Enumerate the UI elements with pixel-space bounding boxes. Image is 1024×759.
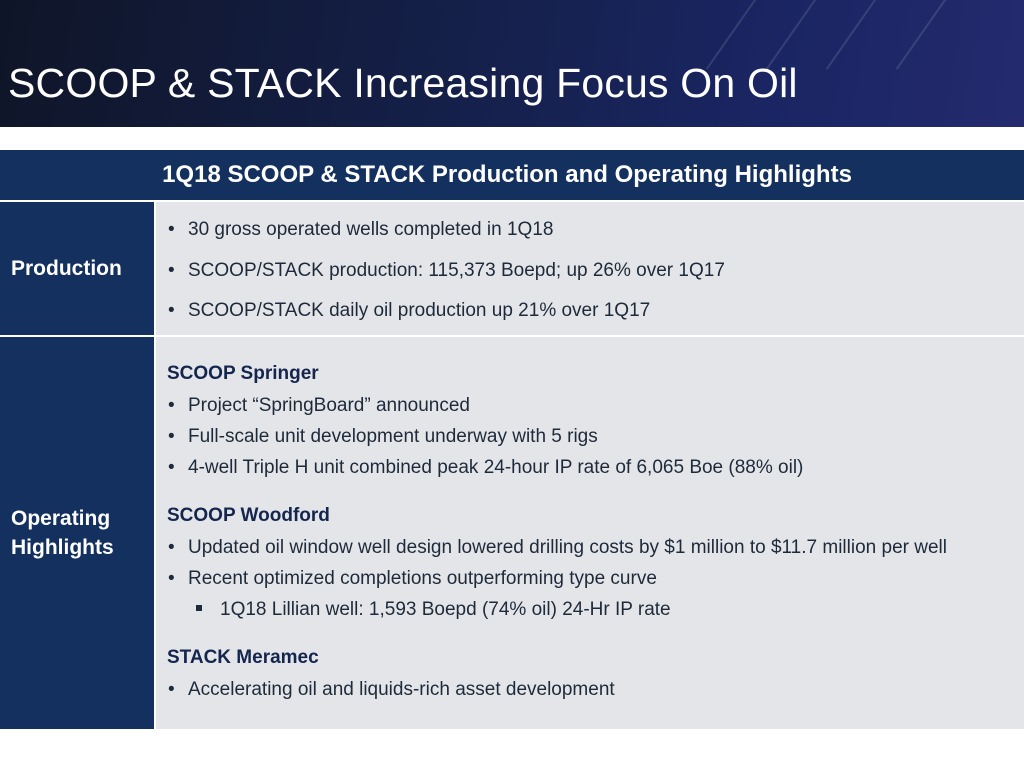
section-heading-meramec: STACK Meramec [167, 647, 319, 668]
operating-label-line2: Highlights [11, 536, 114, 559]
list-item: • 4-well Triple H unit combined peak 24-h… [168, 457, 804, 478]
table-header: 1Q18 SCOOP & STACK Production and Operat… [0, 150, 1024, 200]
operating-row-body: SCOOP Springer • Project “SpringBoard” an… [156, 337, 1024, 729]
sub-list-item: 1Q18 Lillian well: 1,593 Boepd (74% oil)… [196, 599, 671, 621]
list-item: • SCOOP/STACK daily oil production up 21%… [168, 300, 651, 321]
slide-title: SCOOP & STACK Increasing Focus On Oil [8, 60, 798, 106]
production-label-text: Production [11, 257, 122, 280]
operating-row-label: Operating Highlights [0, 337, 154, 729]
list-item: • Recent optimized completions outperform… [168, 568, 657, 589]
list-item: • Full-scale unit development underway wi… [168, 426, 598, 447]
list-item: • 30 gross operated wells completed in 1Q… [168, 219, 554, 240]
section-heading-woodford: SCOOP Woodford [167, 505, 330, 526]
production-row-label: Production [0, 202, 154, 335]
slide-header-banner: SCOOP & STACK Increasing Focus On Oil [0, 0, 1024, 127]
list-item: • Updated oil window well design lowered … [168, 537, 947, 558]
square-bullet-icon [196, 604, 202, 611]
highlights-table: 1Q18 SCOOP & STACK Production and Operat… [0, 150, 1024, 729]
list-item: • SCOOP/STACK production: 115,373 Boepd; … [168, 260, 725, 281]
list-item: • Accelerating oil and liquids-rich asset… [168, 679, 615, 700]
section-heading-springer: SCOOP Springer [167, 363, 319, 384]
operating-label-line1: Operating [11, 507, 111, 530]
row-divider [0, 335, 1024, 337]
production-row-body: • 30 gross operated wells completed in 1Q… [156, 202, 1024, 335]
list-item: • Project “SpringBoard” announced [168, 395, 471, 416]
